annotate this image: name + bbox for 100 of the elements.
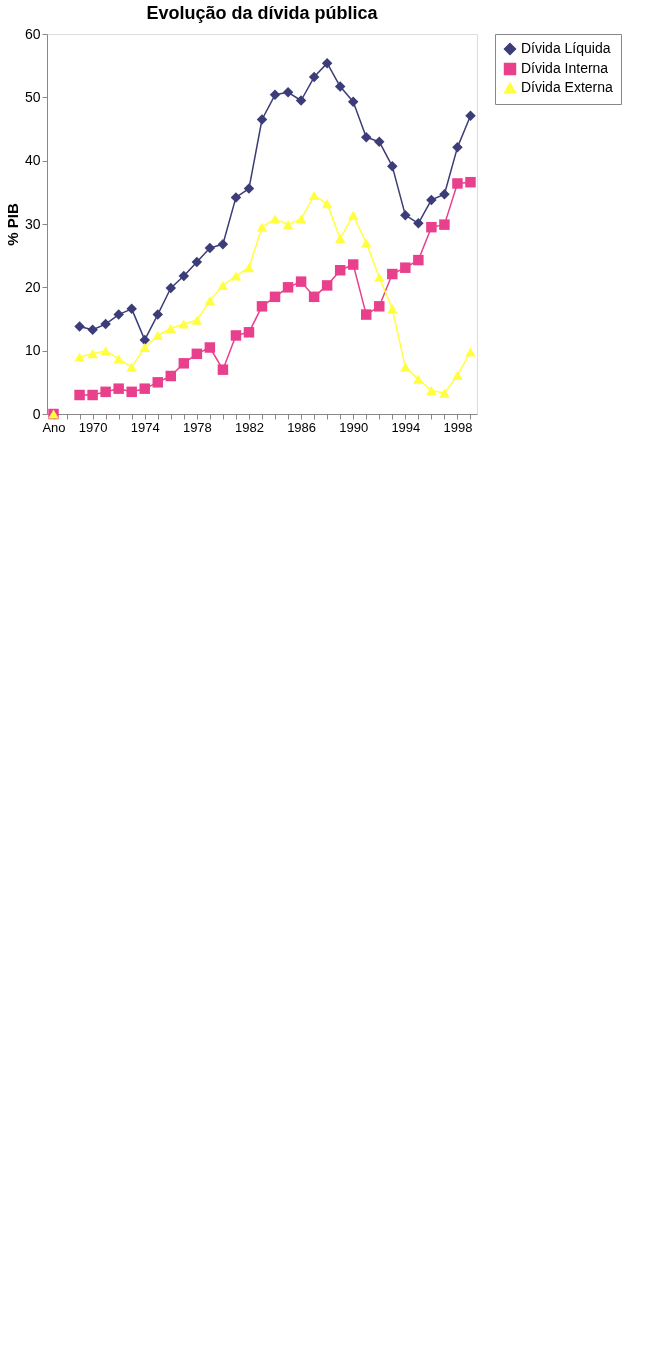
x-tick-label: 1986	[287, 419, 317, 435]
y-tick-label: 60	[24, 25, 41, 42]
legend-label: Dívida Líquida	[521, 40, 611, 56]
point	[374, 301, 385, 312]
point	[87, 324, 98, 336]
x-tick-label: 1994	[391, 419, 421, 435]
point	[361, 238, 372, 248]
point	[400, 209, 411, 221]
point	[256, 114, 268, 125]
point	[347, 259, 359, 270]
point	[126, 362, 137, 372]
point	[413, 374, 424, 384]
point	[256, 222, 268, 232]
point	[126, 386, 137, 398]
point	[74, 389, 85, 401]
y-axis-title: % PIB	[3, 203, 21, 246]
point	[74, 321, 85, 332]
point	[282, 282, 294, 293]
point	[178, 358, 190, 369]
point	[426, 221, 437, 233]
point	[295, 214, 307, 224]
chart-title: Evolução da dívida pública	[146, 3, 379, 23]
point	[191, 256, 203, 268]
legend-label: Dívida Interna	[521, 60, 609, 76]
point	[295, 276, 307, 287]
point	[100, 318, 111, 330]
point	[439, 219, 450, 230]
point	[217, 239, 229, 250]
point	[308, 190, 320, 201]
point	[400, 362, 411, 372]
point	[74, 352, 85, 362]
point	[165, 282, 177, 294]
y-tick-label: 0	[32, 405, 41, 422]
point	[452, 178, 463, 189]
x-tick-label: 1970	[78, 419, 108, 435]
point	[426, 194, 437, 206]
point	[230, 271, 242, 281]
point	[113, 383, 124, 394]
point	[139, 334, 150, 346]
point	[243, 263, 255, 273]
point	[413, 254, 424, 266]
point	[178, 319, 190, 329]
point	[374, 136, 385, 147]
point	[100, 386, 111, 398]
point	[191, 315, 203, 325]
point	[256, 301, 268, 312]
point	[165, 370, 177, 382]
point	[230, 192, 242, 203]
point	[152, 330, 163, 341]
point	[139, 342, 150, 353]
point	[139, 383, 150, 394]
point	[439, 388, 450, 398]
y-tick-label: 20	[24, 278, 41, 295]
point	[361, 131, 372, 143]
point	[426, 386, 437, 396]
point	[165, 323, 177, 334]
point	[295, 95, 307, 106]
point	[439, 188, 450, 200]
point	[465, 176, 476, 188]
point	[387, 161, 398, 172]
point	[361, 309, 372, 320]
x-tick-label: 1982	[235, 419, 264, 435]
point	[191, 348, 203, 360]
point	[282, 220, 294, 230]
point	[387, 268, 398, 280]
point	[308, 291, 320, 303]
point	[269, 291, 281, 303]
point	[204, 242, 216, 254]
point	[400, 262, 411, 273]
point	[269, 214, 281, 224]
point	[87, 349, 98, 359]
point	[152, 309, 163, 320]
point	[413, 218, 424, 229]
point	[243, 183, 255, 194]
y-tick-label: 40	[24, 152, 41, 169]
point	[321, 57, 333, 69]
point	[282, 87, 294, 98]
point	[374, 272, 385, 282]
point	[334, 264, 346, 276]
y-tick-label: 50	[24, 88, 41, 105]
point	[243, 327, 255, 338]
point	[230, 330, 242, 341]
point	[100, 346, 111, 356]
point	[87, 389, 98, 401]
point	[321, 280, 333, 291]
x-tick-label: 1990	[339, 419, 369, 435]
point	[347, 210, 359, 220]
point	[465, 110, 476, 121]
point	[347, 96, 359, 108]
x-tick-label: Ano	[42, 419, 66, 435]
point	[387, 304, 398, 314]
y-tick-label: 10	[24, 342, 41, 359]
point	[452, 142, 463, 153]
point	[217, 280, 229, 290]
point	[152, 377, 163, 388]
y-tick-label: 30	[24, 215, 41, 232]
point	[452, 370, 463, 380]
x-tick-label: 1974	[130, 419, 160, 435]
point	[217, 364, 229, 375]
point	[269, 89, 281, 101]
